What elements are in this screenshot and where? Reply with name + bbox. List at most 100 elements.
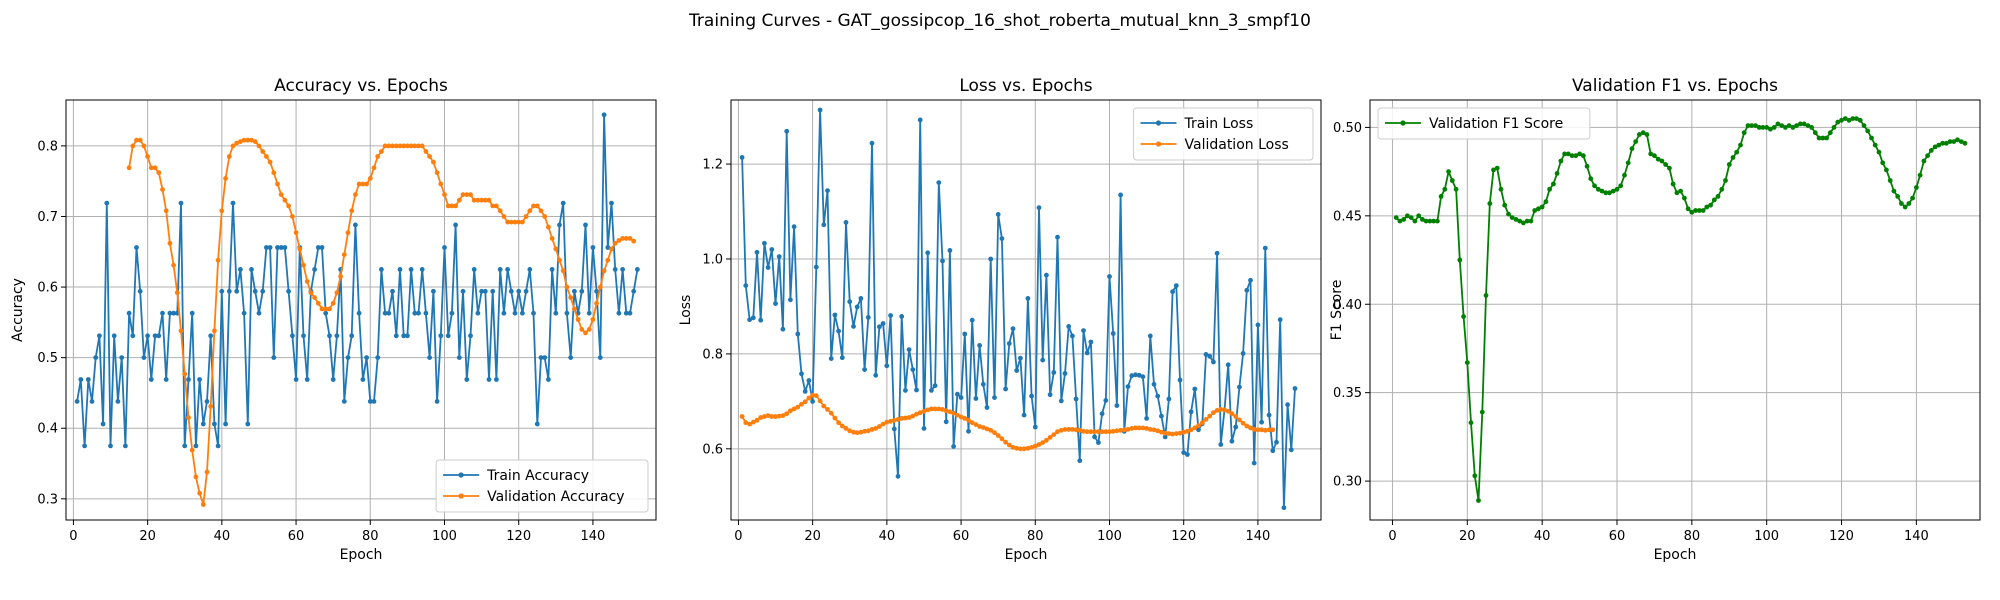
- data-point: [553, 246, 559, 252]
- data-point: [1166, 396, 1172, 402]
- data-point: [290, 214, 295, 219]
- data-point: [1040, 440, 1046, 445]
- data-point: [1756, 125, 1762, 130]
- data-point: [1181, 450, 1187, 455]
- data-point: [572, 288, 577, 294]
- data-point: [817, 398, 823, 404]
- data-point: [1255, 427, 1261, 433]
- data-point: [1648, 151, 1654, 157]
- data-point: [130, 143, 136, 149]
- data-point: [847, 299, 853, 305]
- data-point: [442, 192, 447, 198]
- data-point: [1073, 396, 1079, 402]
- legend: Validation F1 Score: [1377, 107, 1591, 140]
- y-tick-label: 0.40: [1333, 298, 1362, 313]
- data-point: [877, 324, 882, 330]
- data-point: [531, 203, 536, 209]
- data-point: [256, 310, 262, 316]
- data-point: [249, 267, 254, 272]
- y-tick-label: 0.50: [1333, 121, 1362, 136]
- data-point: [382, 143, 388, 149]
- data-point: [1110, 331, 1116, 336]
- data-point: [992, 430, 997, 436]
- data-point: [1047, 435, 1053, 440]
- data-point: [264, 245, 269, 250]
- data-point: [1025, 296, 1031, 301]
- data-point: [597, 355, 603, 360]
- data-point: [186, 377, 191, 382]
- x-tick-label: 20: [1459, 529, 1476, 544]
- legend: Train Accuracy Validation Accuracy: [435, 459, 649, 513]
- data-point: [984, 426, 990, 432]
- data-point: [869, 427, 875, 432]
- data-point: [78, 377, 84, 382]
- data-point: [223, 421, 229, 427]
- data-point: [226, 288, 232, 294]
- data-point: [579, 327, 585, 332]
- data-point: [1524, 218, 1530, 224]
- data-point: [1532, 208, 1538, 213]
- data-point: [141, 143, 147, 149]
- data-point: [910, 367, 916, 372]
- data-point: [163, 208, 169, 214]
- data-point: [865, 315, 871, 320]
- data-point: [1457, 257, 1463, 263]
- data-point: [1118, 427, 1123, 433]
- data-point: [1435, 218, 1440, 224]
- data-point: [932, 406, 938, 412]
- data-point: [230, 143, 236, 149]
- data-point: [349, 208, 355, 214]
- data-point: [408, 267, 414, 272]
- data-point: [438, 333, 444, 339]
- data-point: [862, 428, 867, 434]
- data-point: [1506, 211, 1511, 217]
- data-point: [1144, 426, 1149, 431]
- data-point: [323, 310, 329, 316]
- data-point: [345, 355, 351, 360]
- data-point: [940, 407, 945, 412]
- data-point: [776, 254, 782, 259]
- data-point: [390, 288, 395, 294]
- data-point: [1775, 121, 1781, 127]
- data-point: [264, 154, 269, 159]
- data-point: [204, 399, 210, 404]
- data-point: [408, 143, 414, 149]
- data-point: [914, 387, 919, 393]
- data-point: [1517, 218, 1523, 224]
- data-point: [397, 267, 403, 272]
- data-point: [212, 421, 217, 427]
- data-point: [531, 310, 536, 316]
- data-point: [1412, 218, 1418, 224]
- data-point: [1835, 119, 1841, 125]
- data-point: [1708, 202, 1713, 208]
- data-point: [858, 429, 864, 435]
- data-point: [1051, 432, 1057, 437]
- data-point: [854, 430, 860, 436]
- data-point: [754, 249, 760, 255]
- data-point: [1051, 370, 1057, 375]
- data-point: [152, 333, 158, 339]
- data-point: [1872, 142, 1878, 148]
- data-point: [999, 436, 1005, 442]
- data-point: [821, 403, 827, 409]
- data-point: [601, 268, 607, 274]
- data-point: [1607, 190, 1612, 196]
- data-point: [1618, 183, 1624, 189]
- data-point: [1136, 372, 1142, 378]
- data-point: [832, 312, 838, 318]
- data-point: [1573, 153, 1579, 159]
- data-point: [1032, 443, 1038, 449]
- data-point: [843, 426, 849, 431]
- data-point: [1738, 142, 1743, 148]
- data-point: [620, 267, 625, 272]
- data-point: [1528, 218, 1534, 224]
- legend-box: [435, 459, 649, 513]
- data-point: [546, 224, 551, 230]
- data-point: [312, 267, 317, 272]
- data-point: [1044, 437, 1049, 443]
- data-point: [323, 306, 329, 312]
- y-axis-label: F1 Score: [1329, 280, 1345, 341]
- data-point: [345, 230, 351, 236]
- data-point: [293, 230, 299, 236]
- data-point: [186, 415, 191, 420]
